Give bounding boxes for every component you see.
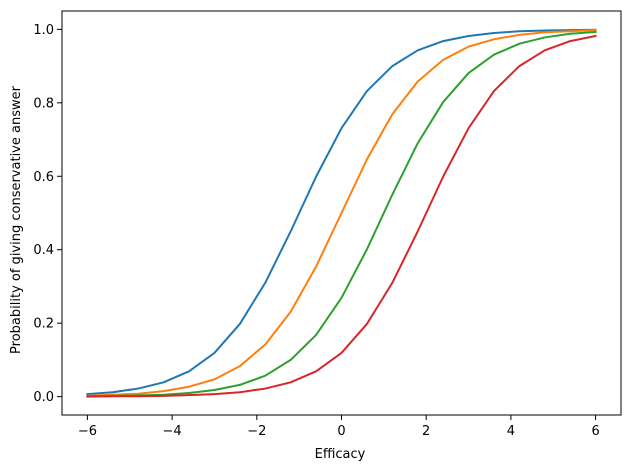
x-tick-label: 6 bbox=[591, 424, 599, 439]
y-tick-label: 0.8 bbox=[33, 96, 54, 111]
series-line-1 bbox=[86, 28, 597, 396]
x-tick-label: −6 bbox=[78, 424, 97, 439]
x-axis-ticks: −6 −4 −2 0 2 4 6 bbox=[78, 415, 600, 439]
series-line-2 bbox=[86, 29, 597, 397]
y-tick-label: 0.4 bbox=[33, 243, 54, 258]
x-tick-label: 2 bbox=[422, 424, 430, 439]
x-tick-label: −4 bbox=[163, 424, 182, 439]
y-tick-label: 0.2 bbox=[33, 317, 54, 332]
x-axis-label: Efficacy bbox=[315, 447, 366, 462]
x-tick-label: −2 bbox=[247, 424, 266, 439]
y-tick-label: 0.6 bbox=[33, 170, 54, 185]
y-axis-label: Probability of giving conservative answe… bbox=[9, 85, 24, 354]
y-axis-ticks: 0.0 0.2 0.4 0.6 0.8 1.0 bbox=[33, 23, 62, 405]
series-line-4 bbox=[86, 34, 597, 398]
y-tick-label: 0.0 bbox=[33, 390, 54, 405]
x-tick-label: 4 bbox=[507, 424, 515, 439]
y-tick-label: 1.0 bbox=[33, 23, 54, 38]
series-line-3 bbox=[86, 30, 597, 398]
x-tick-label: 0 bbox=[337, 424, 345, 439]
